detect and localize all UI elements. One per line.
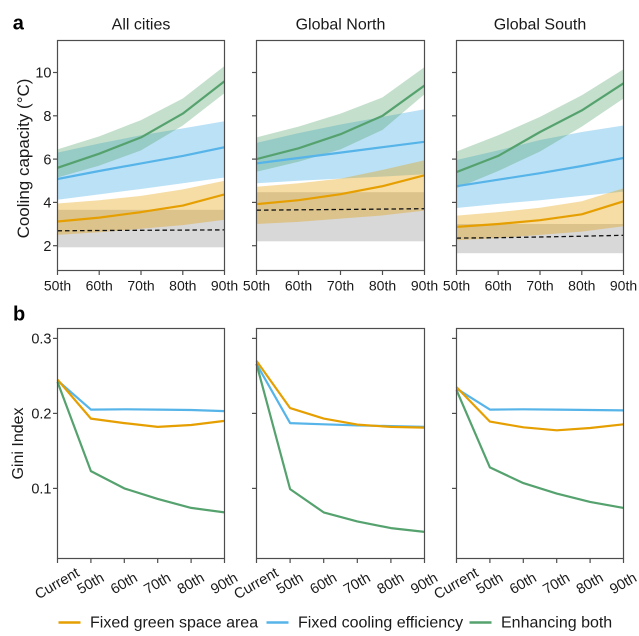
svg-text:60th: 60th — [86, 278, 113, 294]
svg-text:80th: 80th — [568, 278, 595, 294]
svg-text:10: 10 — [35, 66, 51, 82]
svg-text:6: 6 — [43, 152, 51, 168]
svg-text:All cities: All cities — [112, 17, 171, 34]
svg-text:b: b — [13, 303, 25, 325]
svg-text:80th: 80th — [369, 278, 396, 294]
svg-text:0.1: 0.1 — [31, 482, 51, 498]
svg-text:4: 4 — [43, 196, 51, 212]
svg-text:70th: 70th — [327, 278, 354, 294]
svg-text:80th: 80th — [169, 278, 196, 294]
svg-text:0.2: 0.2 — [31, 407, 51, 423]
svg-text:50th: 50th — [44, 278, 71, 294]
svg-text:Fixed cooling efficiency: Fixed cooling efficiency — [298, 615, 463, 632]
svg-text:90th: 90th — [211, 278, 238, 294]
svg-text:2: 2 — [43, 239, 51, 255]
svg-text:90th: 90th — [610, 278, 637, 294]
svg-text:Enhancing both: Enhancing both — [501, 615, 612, 632]
svg-text:70th: 70th — [127, 278, 154, 294]
svg-text:90th: 90th — [411, 278, 438, 294]
svg-text:0.3: 0.3 — [31, 332, 51, 348]
svg-text:50th: 50th — [243, 278, 270, 294]
svg-text:70th: 70th — [526, 278, 553, 294]
svg-text:Gini Index: Gini Index — [10, 407, 27, 479]
svg-text:60th: 60th — [285, 278, 312, 294]
svg-text:8: 8 — [43, 109, 51, 125]
svg-text:a: a — [13, 13, 25, 35]
svg-text:Cooling capacity (°C): Cooling capacity (°C) — [14, 79, 33, 239]
svg-text:Global North: Global North — [296, 17, 386, 34]
svg-text:Global South: Global South — [494, 17, 587, 34]
svg-text:Fixed green space area: Fixed green space area — [90, 615, 258, 632]
svg-text:50th: 50th — [443, 278, 470, 294]
svg-text:60th: 60th — [485, 278, 512, 294]
